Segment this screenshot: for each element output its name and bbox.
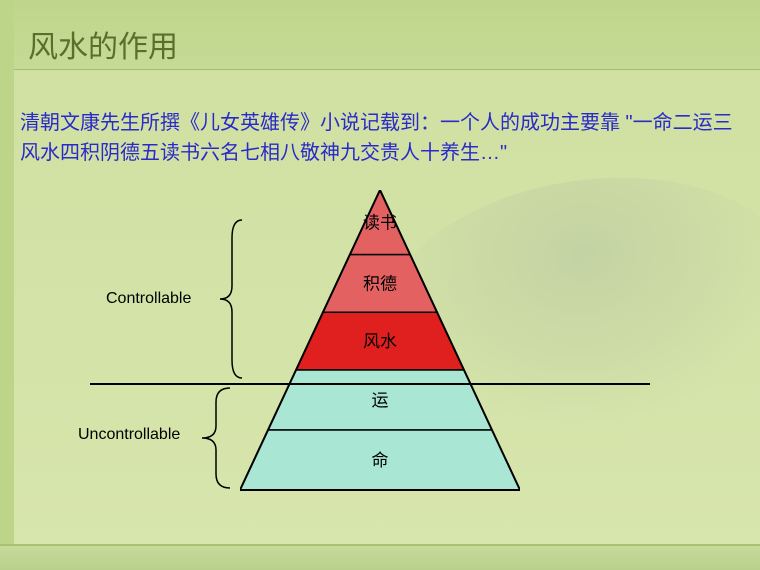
pyramid-diagram: 读书积德风水运命 <box>240 190 520 510</box>
pyramid-level-label-3: 运 <box>372 391 389 410</box>
pyramid-level-label-2: 风水 <box>363 332 397 351</box>
left-accent-stripe <box>0 0 14 570</box>
pyramid-svg: 读书积德风水运命 <box>240 190 520 510</box>
controllable-separator-line <box>90 383 650 385</box>
footer-stripe <box>0 544 760 570</box>
pyramid-level-label-1: 积德 <box>363 274 397 293</box>
bracket-controllable <box>214 218 244 380</box>
slide-title: 风水的作用 <box>28 22 178 66</box>
pyramid-level-label-4: 命 <box>372 451 389 470</box>
label-uncontrollable: Uncontrollable <box>78 426 180 444</box>
label-controllable: Controllable <box>106 290 191 308</box>
slide-body-text: 清朝文康先生所撰《儿女英雄传》小说记载到：一个人的成功主要靠 "一命二运三风水四… <box>20 108 740 168</box>
bracket-uncontrollable <box>194 386 234 490</box>
